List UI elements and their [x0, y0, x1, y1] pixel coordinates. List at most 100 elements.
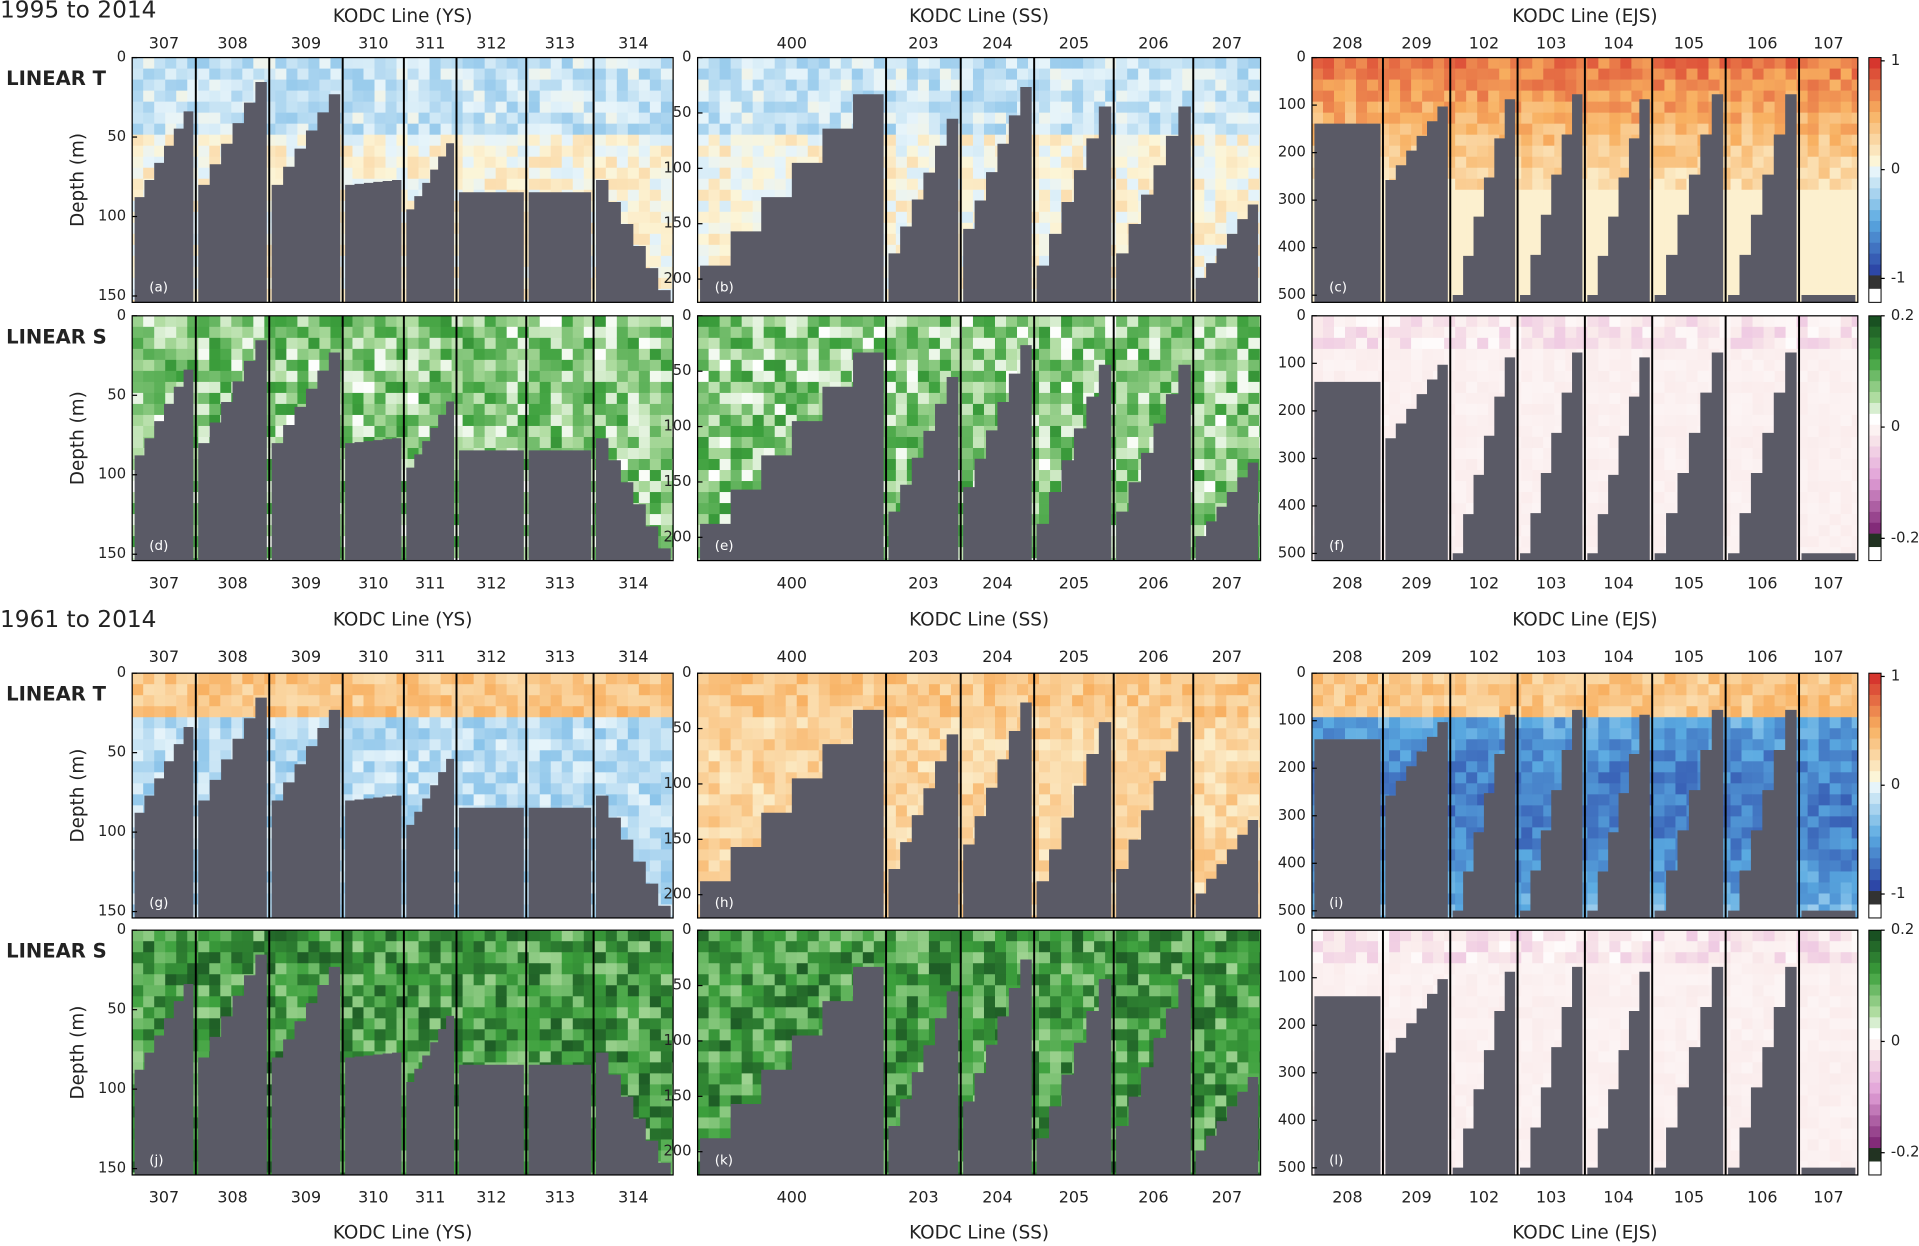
shading-cell [1455, 167, 1467, 180]
shading-cell [517, 112, 530, 125]
shading-cell [132, 359, 144, 372]
shading-cell [495, 381, 508, 394]
shading-cell [1072, 57, 1084, 69]
shading-cell [484, 425, 497, 438]
shading-cell [1598, 134, 1610, 147]
shading-cell [1796, 123, 1808, 136]
shading-cell [484, 156, 497, 169]
shading-cell [341, 337, 353, 350]
shading-cell [1050, 211, 1062, 224]
shading-cell [660, 536, 673, 548]
shading-cell [473, 156, 486, 169]
shading-cell [660, 222, 673, 235]
seabed [1801, 295, 1856, 303]
shading-cell [1237, 123, 1249, 136]
shading-cell [1050, 112, 1062, 125]
shading-cell [1697, 68, 1709, 80]
shading-cell [583, 156, 596, 169]
shading-cell [1818, 68, 1831, 80]
shading-cell [1609, 68, 1621, 80]
shading-cell [939, 123, 952, 136]
shading-cell [506, 101, 519, 114]
shading-cell [583, 414, 596, 427]
shading-cell [649, 244, 662, 257]
shading-cell [1763, 79, 1775, 91]
shading-cell [308, 68, 320, 80]
shading-cell [741, 101, 754, 114]
shading-cell [462, 112, 474, 125]
shading-cell [1204, 90, 1216, 103]
shading-cell [473, 57, 486, 69]
shading-cell [440, 123, 452, 136]
shading-cell [572, 359, 585, 372]
shading-cell [895, 156, 908, 169]
shading-cell [528, 315, 541, 328]
shading-cell [198, 68, 210, 80]
shading-cell [1193, 244, 1205, 257]
shading-cell [1215, 134, 1227, 147]
shading-cell [697, 145, 709, 158]
shading-cell [1807, 288, 1820, 301]
shading-cell [506, 403, 519, 416]
shading-cell [462, 359, 474, 372]
shading-cell [308, 90, 320, 103]
shading-cell [1116, 189, 1128, 202]
shading-cell [484, 178, 497, 191]
shading-cell [741, 359, 754, 372]
shading-cell [286, 359, 298, 372]
shading-cell [539, 315, 552, 328]
shading-cell [895, 134, 908, 147]
shading-cell [697, 315, 709, 328]
shading-cell [983, 145, 996, 158]
shading-cell [605, 189, 618, 202]
shading-cell [719, 79, 732, 91]
shading-cell [906, 112, 919, 125]
shading-cell [550, 134, 563, 147]
line-label: 102 [1469, 34, 1499, 53]
shading-cell [697, 414, 709, 427]
shading-cell [1477, 156, 1489, 169]
colorbar-step [1868, 166, 1882, 178]
shading-cell [209, 315, 221, 328]
shading-cell [627, 403, 640, 416]
shading-cell [1433, 68, 1445, 80]
shading-cell [418, 112, 430, 125]
shading-cell [649, 470, 662, 482]
shading-cell [785, 57, 798, 69]
shading-cell [763, 436, 776, 449]
line-label: 309 [291, 34, 321, 53]
shading-cell [752, 189, 765, 202]
shading-cell [1083, 79, 1095, 91]
shading-cell [341, 359, 353, 372]
shading-cell [154, 156, 166, 169]
shading-cell [539, 90, 552, 103]
shading-cell [374, 403, 386, 416]
shading-cell [352, 123, 364, 136]
shading-cell [583, 79, 596, 91]
shading-cell [396, 337, 408, 350]
shading-cell [473, 90, 486, 103]
shading-cell [627, 101, 640, 114]
shading-cell [627, 436, 640, 449]
shading-cell [763, 57, 776, 69]
shading-cell [319, 326, 331, 339]
shading-cell [1532, 112, 1544, 125]
shading-cell [1631, 68, 1643, 80]
shading-cell [528, 123, 541, 136]
shading-cell [649, 381, 662, 394]
shading-cell [1708, 57, 1720, 69]
shading-cell [220, 112, 232, 125]
shading-cell [1609, 79, 1621, 91]
shading-cell [660, 233, 673, 246]
shading-cell [308, 57, 320, 69]
shading-cell [231, 337, 243, 350]
shading-cell [627, 447, 640, 460]
shading-cell [862, 57, 875, 69]
shading-cell [1741, 167, 1753, 180]
shading-cell [242, 68, 254, 80]
shading-cell [774, 348, 787, 361]
shading-cell [363, 90, 375, 103]
shading-cell [752, 381, 765, 394]
shading-cell [697, 156, 709, 169]
